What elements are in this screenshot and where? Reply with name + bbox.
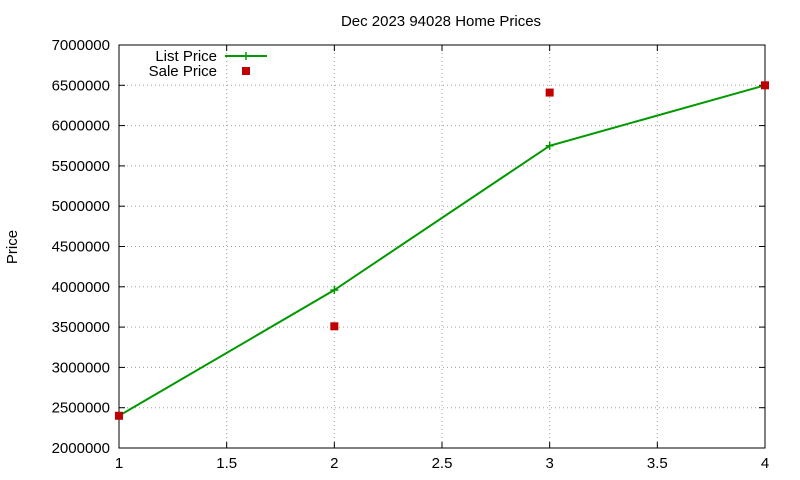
x-tick-label: 2 [330,455,338,472]
sale-price-point [761,81,769,90]
legend-label-list-price: List Price [155,48,217,65]
y-tick-label: 3000000 [52,359,110,376]
list-price-line [118,84,766,417]
x-tick-label: 3.5 [647,455,668,472]
sale-price-point [330,322,339,331]
y-tick-labels: 2000000 2500000 3000000 3500000 4000000 45000… [52,37,110,457]
y-tick-label: 7000000 [52,37,110,54]
grid [119,45,765,448]
y-axis-label: Price [4,230,21,264]
sale-price-point [545,88,554,97]
legend-swatch-sale-price [242,67,250,75]
y-tick-label: 4000000 [52,279,110,296]
x-tick-label: 1 [115,455,123,472]
y-tick-label: 2500000 [52,400,110,417]
tick-marks [118,44,766,449]
y-tick-label: 5000000 [52,198,110,215]
legend-label-sale-price: Sale Price [149,63,217,80]
y-tick-label: 2000000 [52,440,110,457]
x-tick-label: 2.5 [432,455,453,472]
list-price-point [545,141,554,150]
list-price-point [330,286,339,295]
y-tick-label: 5500000 [52,158,110,175]
x-tick-label: 4 [761,455,769,472]
sale-price-point [115,411,123,420]
y-tick-label: 6000000 [52,118,110,135]
legend: List Price Sale Price [149,48,267,80]
x-tick-label: 1.5 [216,455,237,472]
x-tick-label: 3 [545,455,553,472]
series-layer [115,81,769,420]
legend-marker-list-price [242,52,250,60]
y-tick-label: 4500000 [52,239,110,256]
y-tick-label: 3500000 [52,319,110,336]
x-tick-labels: 1 1.5 2 2.5 3 3.5 4 [115,455,769,472]
y-tick-label: 6500000 [52,77,110,94]
chart-title: Dec 2023 94028 Home Prices [341,13,541,30]
